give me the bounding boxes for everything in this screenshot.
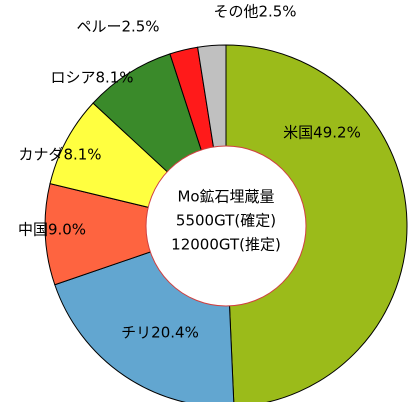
- center-text: 5500GT(確定): [176, 212, 276, 230]
- pie-slice: [44, 183, 228, 286]
- data-label: 米国49.2%: [283, 124, 361, 142]
- data-label: チリ20.4%: [121, 324, 199, 342]
- data-label: 中国9.0%: [18, 221, 86, 239]
- data-label: カナダ8.1%: [18, 146, 101, 164]
- data-label: その他2.5%: [213, 3, 296, 21]
- center-text: 12000GT(推定): [171, 236, 281, 254]
- data-label: ペルー2.5%: [76, 18, 159, 36]
- donut-hole: [145, 145, 307, 307]
- data-label: ロシア8.1%: [50, 69, 133, 87]
- pie-slice: [225, 44, 408, 402]
- center-text: Mo鉱石埋蔵量: [177, 188, 274, 206]
